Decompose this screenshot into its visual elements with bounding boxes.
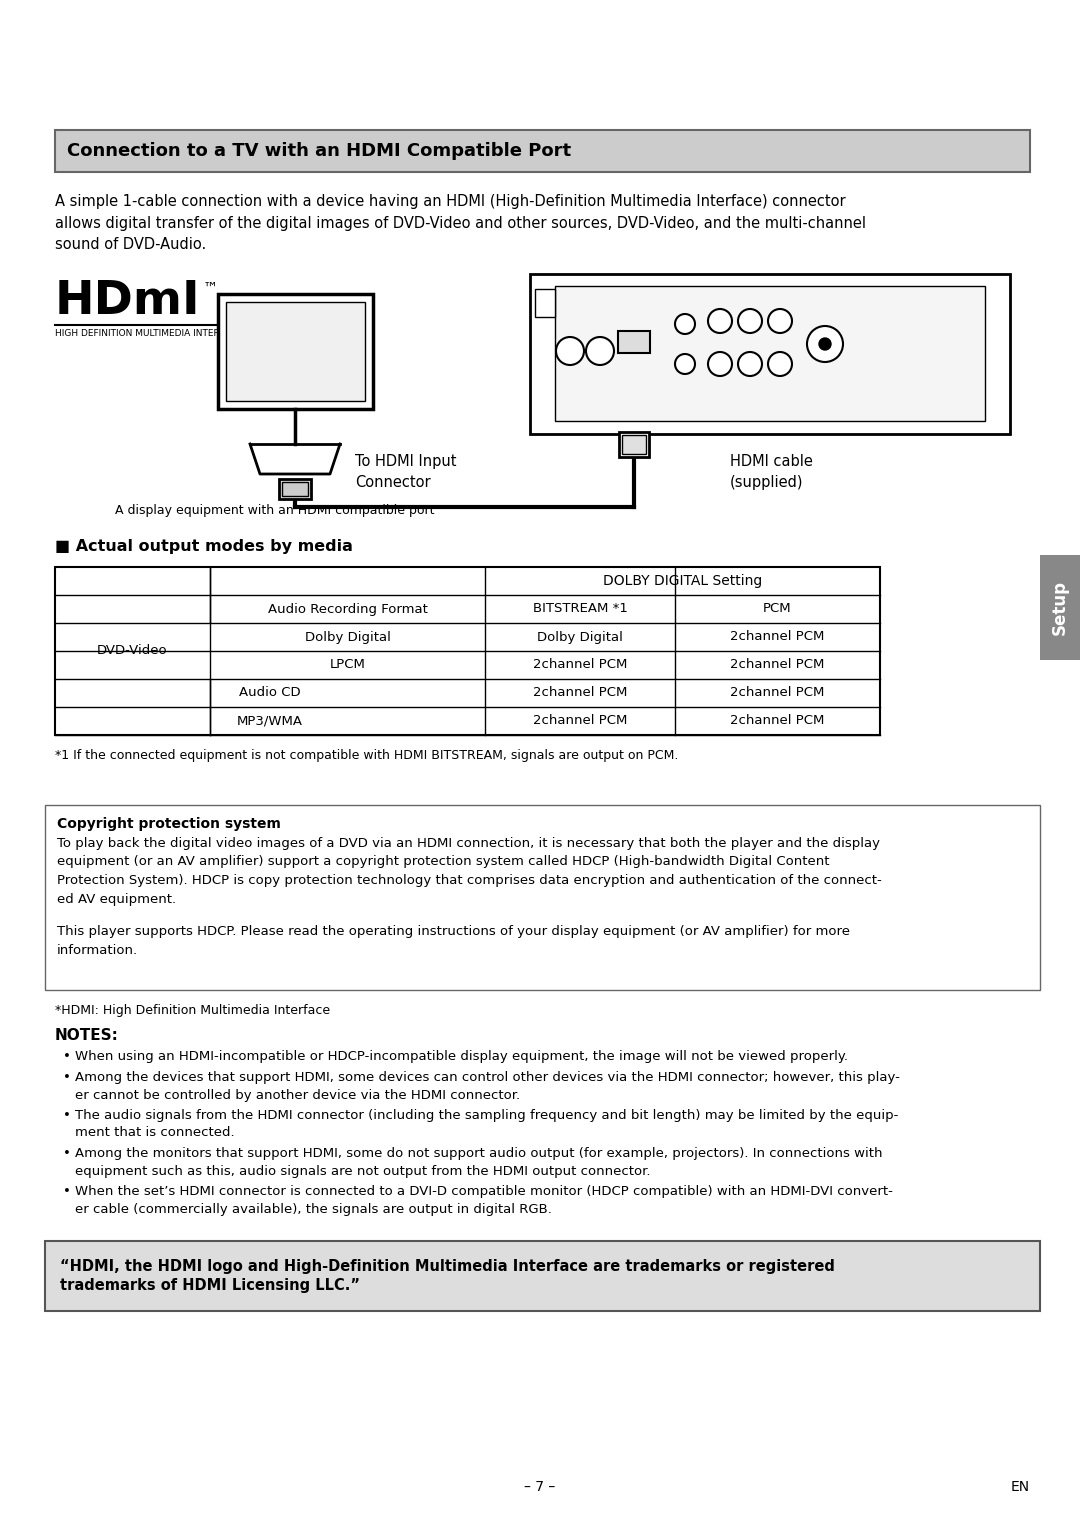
Circle shape (708, 309, 732, 333)
Text: Among the monitors that support HDMI, some do not support audio output (for exam: Among the monitors that support HDMI, so… (75, 1148, 882, 1178)
Circle shape (768, 351, 792, 376)
Text: 2channel PCM: 2channel PCM (532, 659, 627, 671)
Text: OPTICAL  COAXIAL: OPTICAL COAXIAL (561, 313, 610, 319)
Text: R: R (713, 380, 717, 385)
Text: Audio Recording Format: Audio Recording Format (268, 602, 428, 616)
Text: •: • (63, 1186, 71, 1198)
Bar (55, 567, 880, 735)
Bar (530, 274, 1010, 434)
Text: 2channel PCM: 2channel PCM (730, 715, 825, 727)
Text: AUDIO
OUT
L: AUDIO OUT L (670, 290, 688, 307)
Circle shape (738, 351, 762, 376)
Text: S-VIDEO
OUT: S-VIDEO OUT (780, 290, 802, 303)
Text: When using an HDMI-incompatible or HDCP-incompatible display equipment, the imag: When using an HDMI-incompatible or HDCP-… (75, 1050, 848, 1063)
Bar (619, 432, 649, 457)
Text: Among the devices that support HDMI, some devices can control other devices via : Among the devices that support HDMI, som… (75, 1071, 900, 1102)
Text: EN: EN (1011, 1481, 1030, 1494)
Text: When the set’s HDMI connector is connected to a DVI-D compatible monitor (HDCP c: When the set’s HDMI connector is connect… (75, 1186, 893, 1215)
Circle shape (738, 309, 762, 333)
Bar (555, 286, 985, 422)
Text: 2channel PCM: 2channel PCM (730, 686, 825, 700)
Text: Copyright protection system: Copyright protection system (57, 817, 281, 831)
Bar (282, 481, 308, 497)
Bar (45, 1241, 1040, 1311)
Bar (217, 293, 373, 410)
Text: HDMI cable
(supplied): HDMI cable (supplied) (730, 454, 813, 490)
Text: *HDMI: High Definition Multimedia Interface: *HDMI: High Definition Multimedia Interf… (55, 1004, 330, 1018)
Text: 2channel PCM: 2channel PCM (532, 715, 627, 727)
Text: Connection to a TV with an HDMI Compatible Port: Connection to a TV with an HDMI Compatib… (67, 142, 571, 160)
Bar (535, 289, 555, 316)
Text: PCM: PCM (764, 602, 792, 616)
Bar (226, 303, 365, 400)
Text: *1 If the connected equipment is not compatible with HDMI BITSTREAM, signals are: *1 If the connected equipment is not com… (55, 749, 678, 762)
Text: LPCM: LPCM (329, 659, 365, 671)
Text: 2channel PCM: 2channel PCM (730, 659, 825, 671)
Bar (279, 478, 311, 500)
Text: DVD-Video: DVD-Video (97, 645, 167, 657)
Text: •: • (63, 1148, 71, 1160)
Text: This player supports HDCP. Please read the operating instructions of your displa: This player supports HDCP. Please read t… (57, 924, 850, 957)
Circle shape (675, 354, 696, 374)
Text: NOTES:: NOTES: (55, 1028, 119, 1044)
Text: Dolby Digital: Dolby Digital (537, 631, 623, 643)
Text: “HDMI, the HDMI logo and High-Definition Multimedia Interface are trademarks or : “HDMI, the HDMI logo and High-Definition… (60, 1259, 835, 1293)
Text: To play back the digital video images of a DVD via an HDMI connection, it is nec: To play back the digital video images of… (57, 837, 881, 906)
Text: ™: ™ (203, 281, 218, 296)
Text: Cb/Pb: Cb/Pb (768, 380, 782, 385)
Circle shape (807, 325, 843, 362)
Text: •: • (63, 1071, 71, 1083)
Text: Dolby Digital: Dolby Digital (305, 631, 391, 643)
Text: ■ Actual output modes by media: ■ Actual output modes by media (55, 539, 353, 555)
Bar (622, 435, 646, 454)
Text: The audio signals from the HDMI connector (including the sampling frequency and : The audio signals from the HDMI connecto… (75, 1109, 899, 1140)
Text: HDMI OUT: HDMI OUT (615, 290, 643, 296)
Circle shape (819, 338, 831, 350)
Bar (45, 805, 1040, 990)
Circle shape (708, 351, 732, 376)
Text: DOLBY DIGITAL Setting: DOLBY DIGITAL Setting (603, 575, 762, 588)
Text: To HDMI Input
Connector: To HDMI Input Connector (355, 454, 457, 490)
Text: Audio CD: Audio CD (239, 686, 301, 700)
Text: VIDEO
OUT: VIDEO OUT (738, 380, 754, 391)
Text: DIGITAL OUT
(PCM/BITSTREAM): DIGITAL OUT (PCM/BITSTREAM) (561, 290, 608, 303)
Text: HIGH DEFINITION MULTIMEDIA INTERFACE: HIGH DEFINITION MULTIMEDIA INTERFACE (55, 329, 242, 338)
Circle shape (556, 338, 584, 365)
Circle shape (768, 309, 792, 333)
Bar (618, 332, 650, 353)
Text: Setup: Setup (1051, 581, 1069, 636)
Text: BITSTREAM *1: BITSTREAM *1 (532, 602, 627, 616)
Text: HDmI: HDmI (55, 280, 201, 324)
Text: – 7 –: – 7 – (525, 1481, 555, 1494)
Text: COMPONENT
VIDEO OUT
Cb/Pb: COMPONENT VIDEO OUT Cb/Pb (713, 290, 748, 307)
Circle shape (675, 313, 696, 335)
Text: •: • (63, 1050, 71, 1063)
Text: A display equipment with an HDMI compatible port: A display equipment with an HDMI compati… (114, 504, 434, 516)
Bar (1040, 555, 1080, 660)
Text: A simple 1-cable connection with a device having an HDMI (High-Definition Multim: A simple 1-cable connection with a devic… (55, 194, 866, 252)
Bar (55, 130, 1030, 173)
Text: •: • (63, 1109, 71, 1122)
Text: 2channel PCM: 2channel PCM (532, 686, 627, 700)
Circle shape (586, 338, 615, 365)
Text: 2channel PCM: 2channel PCM (730, 631, 825, 643)
Text: MP3/WMA: MP3/WMA (237, 715, 303, 727)
